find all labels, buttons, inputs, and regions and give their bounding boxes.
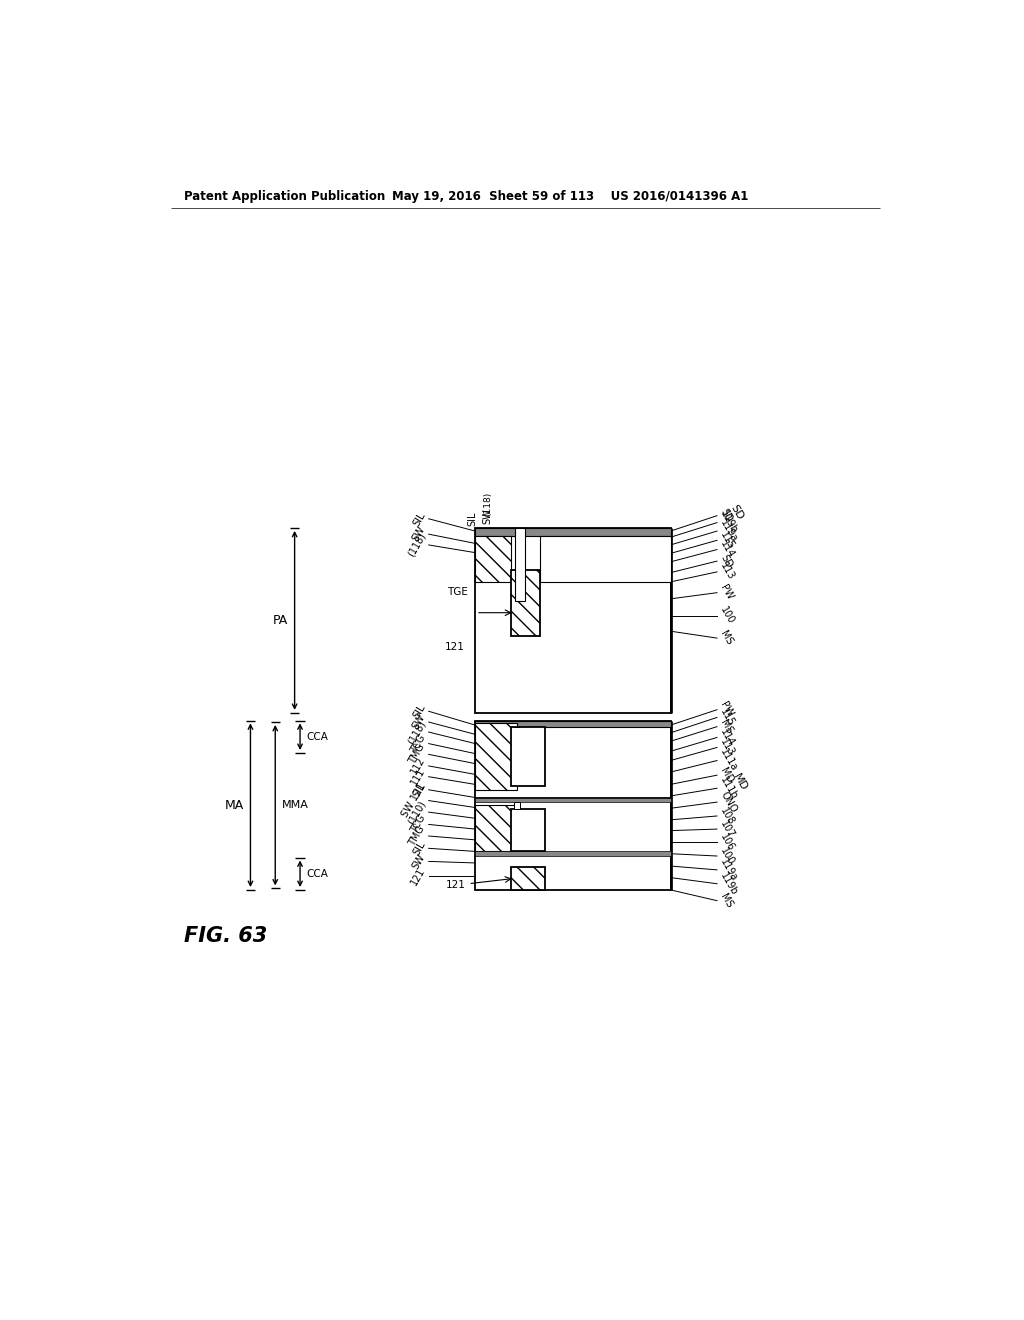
- Text: MS: MS: [719, 718, 734, 735]
- Text: SD: SD: [729, 503, 745, 521]
- Text: 115: 115: [719, 529, 736, 550]
- Text: (118): (118): [406, 718, 427, 746]
- Text: SIL: SIL: [412, 510, 427, 528]
- Text: CCA: CCA: [306, 869, 328, 879]
- Text: TMG: TMG: [408, 742, 427, 767]
- Text: TMG: TMG: [408, 824, 427, 847]
- Text: PW: PW: [719, 583, 735, 602]
- Text: PA: PA: [273, 614, 289, 627]
- Bar: [475, 528, 671, 713]
- Text: 113: 113: [719, 737, 736, 758]
- Bar: [515, 528, 525, 601]
- Text: MD: MD: [719, 766, 735, 784]
- Text: SW: SW: [411, 713, 427, 731]
- Text: TGE: TGE: [447, 587, 468, 597]
- Text: SD: SD: [719, 507, 734, 524]
- Bar: [514, 803, 520, 809]
- Text: 111b: 111b: [719, 775, 739, 801]
- Text: MA: MA: [225, 799, 245, 812]
- Text: CCA: CCA: [306, 731, 328, 742]
- Text: MMA: MMA: [282, 800, 308, 810]
- Text: 112: 112: [410, 755, 427, 776]
- Text: SD: SD: [719, 553, 734, 569]
- Bar: [511, 809, 545, 851]
- Text: 119b: 119b: [719, 871, 739, 896]
- Text: MD: MD: [731, 772, 749, 792]
- Bar: [475, 797, 671, 803]
- Text: 119b: 119b: [719, 510, 739, 536]
- Text: MS: MS: [719, 630, 734, 647]
- Text: Patent Application Publication: Patent Application Publication: [183, 190, 385, 203]
- Text: PW: PW: [719, 701, 735, 719]
- Bar: [475, 528, 671, 536]
- Bar: [475, 805, 517, 851]
- Text: 114: 114: [719, 539, 736, 560]
- Bar: [541, 536, 671, 582]
- Text: 119a: 119a: [719, 857, 739, 883]
- Text: SIL: SIL: [412, 840, 427, 857]
- Bar: [511, 867, 545, 890]
- Bar: [475, 721, 671, 890]
- Text: SW: SW: [482, 508, 493, 524]
- Text: (118): (118): [406, 531, 427, 558]
- Text: 114: 114: [719, 727, 736, 748]
- Text: 121: 121: [410, 866, 427, 887]
- Text: SIL: SIL: [467, 511, 477, 525]
- Text: SIL: SIL: [412, 781, 427, 799]
- Text: SW 121: SW 121: [399, 781, 427, 820]
- Bar: [475, 536, 511, 582]
- Text: May 19, 2016  Sheet 59 of 113    US 2016/0141396 A1: May 19, 2016 Sheet 59 of 113 US 2016/014…: [391, 190, 748, 203]
- Text: SW: SW: [411, 853, 427, 871]
- Text: 100: 100: [719, 606, 736, 626]
- Bar: [511, 726, 545, 785]
- Text: 106: 106: [719, 832, 736, 853]
- Bar: [475, 721, 671, 726]
- Text: (110): (110): [406, 799, 427, 826]
- Text: 119a: 119a: [719, 517, 739, 544]
- Text: SIL: SIL: [412, 702, 427, 719]
- Bar: [511, 570, 541, 636]
- Text: MS: MS: [719, 892, 734, 909]
- Text: 111a: 111a: [719, 747, 739, 774]
- Text: FIG. 63: FIG. 63: [183, 927, 267, 946]
- Text: 107: 107: [719, 818, 736, 840]
- Text: 108: 108: [719, 805, 736, 826]
- Text: 100: 100: [719, 846, 736, 866]
- Bar: [475, 723, 517, 789]
- Text: (118): (118): [483, 492, 493, 516]
- Text: 121: 121: [446, 880, 466, 890]
- Text: TCG: TCG: [409, 813, 427, 836]
- Text: 115: 115: [719, 708, 736, 727]
- Text: TCG: TCG: [409, 733, 427, 755]
- Bar: [475, 851, 671, 857]
- Text: SW: SW: [411, 525, 427, 544]
- Text: 113: 113: [719, 561, 736, 582]
- Text: 111: 111: [410, 766, 427, 787]
- Text: 121: 121: [444, 642, 464, 652]
- Text: ONO: ONO: [719, 789, 738, 814]
